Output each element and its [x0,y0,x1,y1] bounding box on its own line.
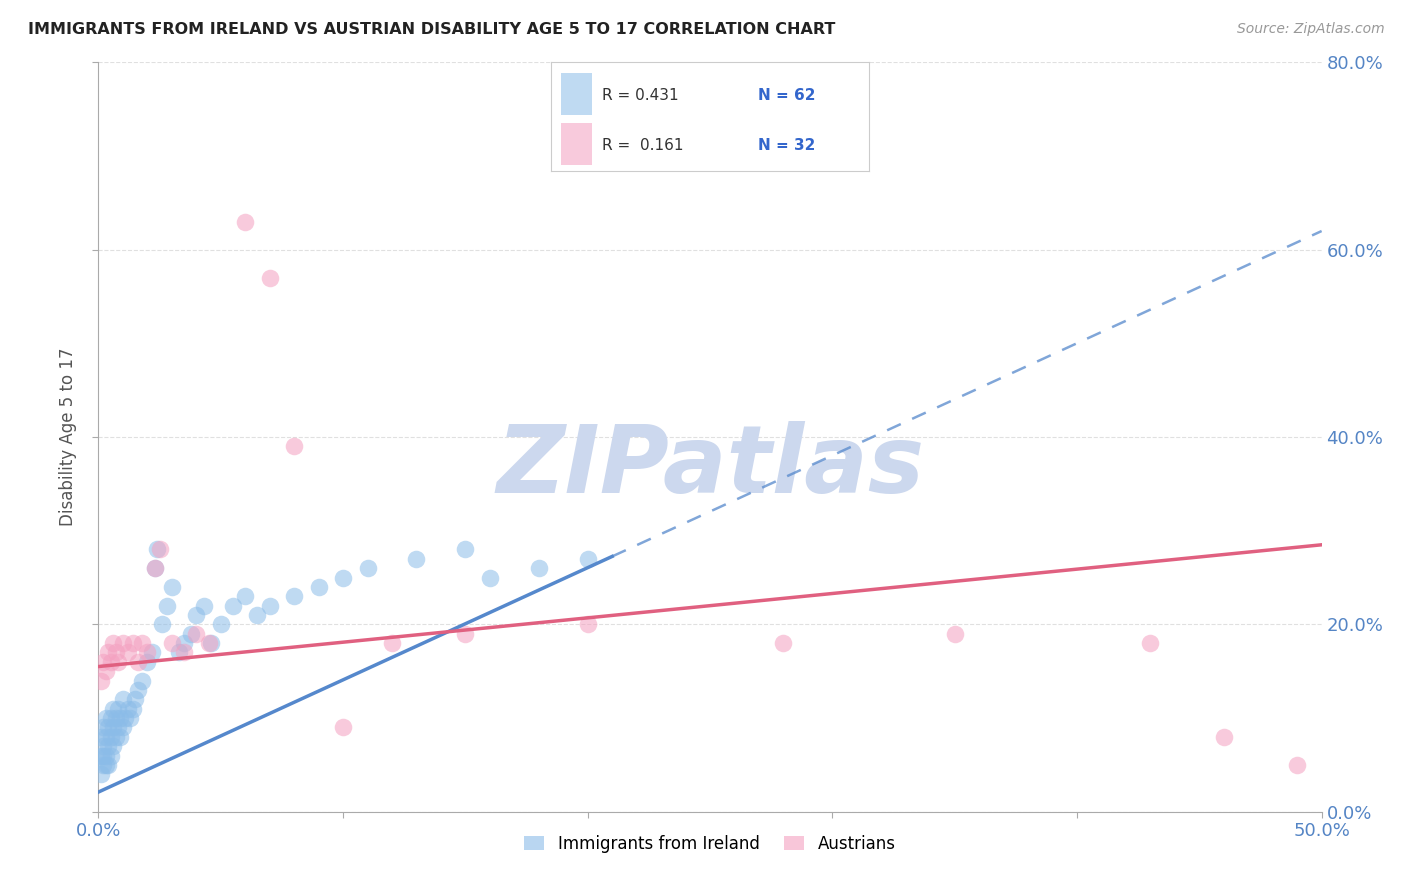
Point [454,542,477,557]
Point [332,721,354,735]
Y-axis label: Disability Age 5 to 17: Disability Age 5 to 17 [59,348,77,526]
Point [104,646,127,660]
Point [259,599,281,613]
Point [107,655,129,669]
Point [193,599,215,613]
Point [209,617,232,632]
Point [127,683,149,698]
Point [90,767,112,781]
Point [943,626,966,640]
Point [94,711,117,725]
Point [90,748,112,763]
Point [160,636,183,650]
Point [90,730,112,744]
Point [110,711,132,725]
Point [107,721,129,735]
Point [107,701,129,715]
Point [100,730,122,744]
Point [1286,758,1309,772]
Point [478,571,501,585]
Text: ZIPatlas: ZIPatlas [496,421,924,513]
Point [149,542,172,557]
Point [91,758,114,772]
Point [94,758,117,772]
Point [150,617,173,632]
Point [91,721,114,735]
Point [200,636,222,650]
Point [772,636,794,650]
Point [104,730,127,744]
Point [111,636,134,650]
Point [101,701,124,715]
Point [576,617,599,632]
Point [94,664,117,679]
Point [91,739,114,753]
Point [143,561,166,575]
Point [143,561,166,575]
Point [356,561,378,575]
Point [121,636,143,650]
Point [131,636,153,650]
Point [101,721,124,735]
Text: Source: ZipAtlas.com: Source: ZipAtlas.com [1237,22,1385,37]
Point [186,626,208,640]
Point [173,636,195,650]
Point [405,551,427,566]
Point [121,701,143,715]
Point [156,599,179,613]
Point [100,655,122,669]
Point [332,571,354,585]
Point [173,646,195,660]
Point [111,721,134,735]
Point [1212,730,1234,744]
Point [97,758,120,772]
Point [120,711,142,725]
Point [136,655,159,669]
Point [117,646,139,660]
Point [124,692,146,706]
Point [283,440,305,453]
Point [94,748,117,763]
Point [110,730,132,744]
Point [160,580,183,594]
Point [576,551,599,566]
Point [100,748,122,763]
Point [146,542,169,557]
Point [381,636,404,650]
Point [186,608,208,623]
Text: IMMIGRANTS FROM IRELAND VS AUSTRIAN DISABILITY AGE 5 TO 17 CORRELATION CHART: IMMIGRANTS FROM IRELAND VS AUSTRIAN DISA… [28,22,835,37]
Point [90,673,112,688]
Point [97,739,120,753]
Point [454,626,477,640]
Point [104,711,127,725]
Point [91,655,114,669]
Point [283,590,305,604]
Point [233,590,256,604]
Point [131,673,153,688]
Point [111,692,134,706]
Point [101,739,124,753]
Point [114,711,136,725]
Point [94,730,117,744]
Point [101,636,124,650]
Point [246,608,269,623]
Point [527,561,550,575]
Point [100,711,122,725]
Point [97,721,120,735]
Point [222,599,245,613]
Point [117,701,139,715]
Point [308,580,330,594]
Point [1139,636,1161,650]
Point [141,646,163,660]
Point [127,655,149,669]
Point [197,636,219,650]
Point [136,646,159,660]
Point [259,271,281,285]
Legend: Immigrants from Ireland, Austrians: Immigrants from Ireland, Austrians [517,829,903,860]
Point [233,214,256,228]
Point [180,626,202,640]
Point [167,646,190,660]
Point [91,748,114,763]
Point [97,646,120,660]
